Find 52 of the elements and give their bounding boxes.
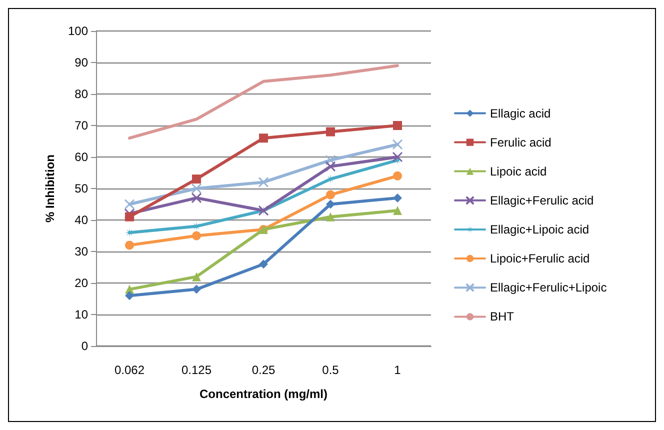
- point: [325, 161, 336, 172]
- legend-label: Ellagic+Ferulic+Lipoic: [490, 280, 607, 295]
- legend-label: Ferulic acid: [490, 135, 552, 150]
- point: [125, 240, 134, 250]
- point: [125, 212, 134, 222]
- x-tick-label: 0.25: [252, 363, 276, 377]
- legend-label: Lipoic+Ferulic acid: [490, 252, 590, 266]
- legend-label: Lipoic acid: [490, 164, 547, 178]
- point: [258, 176, 269, 188]
- y-tick-label: 60: [74, 150, 88, 164]
- point: [392, 152, 403, 162]
- y-tick-label: 90: [74, 56, 88, 70]
- point: [259, 134, 268, 143]
- point: [326, 200, 335, 209]
- y-axis-title: % Inhibition: [43, 154, 57, 222]
- y-tick-label: 20: [74, 276, 88, 290]
- point: [192, 231, 201, 240]
- point: [326, 127, 335, 136]
- x-axis-title: Concentration (mg/ml): [200, 387, 328, 401]
- point: [393, 171, 402, 180]
- point: [259, 260, 268, 269]
- point: [191, 192, 202, 204]
- point: [192, 272, 201, 282]
- legend-label: Ellagic+Lipoic acid: [490, 222, 590, 236]
- point: [192, 284, 201, 294]
- y-tick-label: 70: [74, 118, 88, 132]
- y-tick-label: 50: [74, 182, 88, 196]
- point: [326, 190, 335, 200]
- y-tick-label: 0: [81, 339, 88, 353]
- y-tick-label: 30: [74, 244, 88, 258]
- line-series: [128, 64, 399, 140]
- point: [325, 154, 336, 166]
- x-tick-label: 0.5: [322, 363, 340, 377]
- point: [393, 193, 402, 202]
- x-tick-label: 0.062: [114, 363, 145, 377]
- point: [392, 139, 403, 150]
- x-tick-label: 0.125: [181, 363, 212, 377]
- y-tick-label: 10: [74, 308, 88, 322]
- y-tick-label: 100: [68, 24, 88, 38]
- legend-label: Ellagic+Ferulic acid: [490, 193, 594, 208]
- point: [326, 212, 335, 222]
- point: [393, 121, 402, 130]
- legend-label: BHT: [490, 310, 515, 324]
- point: [125, 291, 134, 300]
- point: [393, 206, 402, 216]
- x-tick-label: 1: [394, 363, 402, 377]
- point: [192, 174, 201, 184]
- legend-label: Ellagic acid: [490, 106, 551, 120]
- y-tick-label: 40: [74, 213, 88, 227]
- point: [191, 183, 202, 194]
- y-tick-label: 80: [74, 87, 88, 101]
- point: [124, 199, 135, 210]
